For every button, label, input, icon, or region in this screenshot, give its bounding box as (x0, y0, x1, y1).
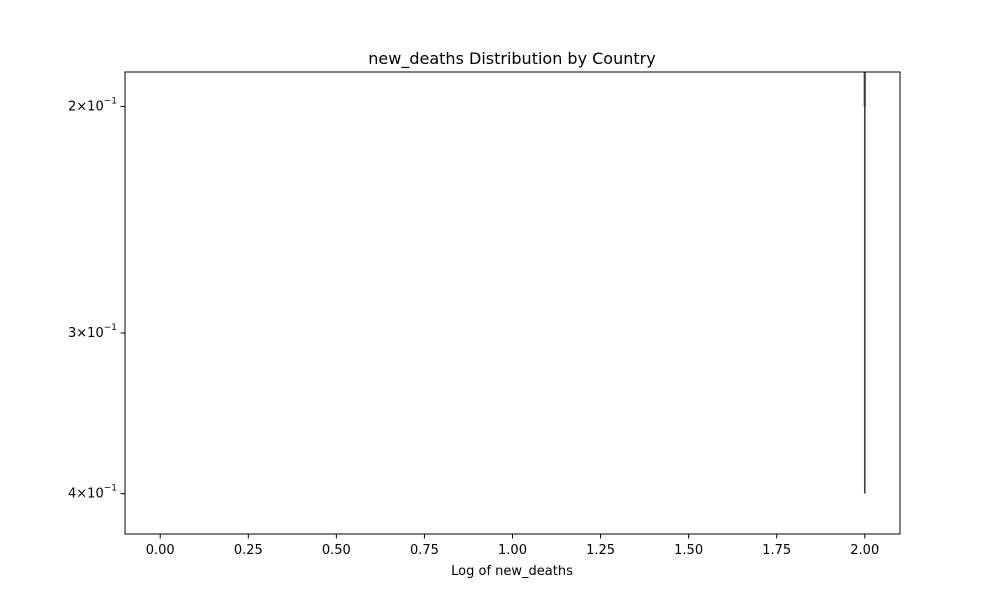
x-axis-ticks: 0.00 0.25 0.50 0.75 1.00 1.25 1.50 1.75 2.00 (146, 534, 879, 558)
y-tick-label: 3×10−1 (68, 323, 117, 341)
y-tick-mantissa: 4 (68, 487, 76, 502)
x-tick-label: 1.50 (674, 543, 703, 558)
y-tick-label: 4×10−1 (68, 484, 117, 502)
x-tick-label: 0.25 (234, 543, 263, 558)
x-tick-label: 1.25 (586, 543, 615, 558)
y-tick-mantissa: 3 (68, 326, 76, 341)
x-tick-label: 0.75 (410, 543, 439, 558)
y-tick-times: × (76, 100, 87, 115)
x-tick-label: 0.00 (146, 543, 175, 558)
y-tick-base: 10 (87, 487, 104, 502)
x-axis-label: Log of new_deaths (451, 564, 573, 579)
x-tick-label: 1.75 (762, 543, 791, 558)
y-tick-exponent: −1 (104, 484, 117, 494)
y-axis-ticks: 2×10−13×10−14×10−1 (68, 97, 125, 502)
y-tick-exponent: −1 (104, 323, 117, 333)
y-tick-base: 10 (87, 326, 104, 341)
x-tick-label: 0.50 (322, 543, 351, 558)
y-tick-mantissa: 2 (68, 100, 76, 115)
y-tick-exponent: −1 (104, 97, 117, 107)
y-tick-times: × (76, 487, 87, 502)
chart-title: new_deaths Distribution by Country (368, 49, 655, 69)
y-tick-times: × (76, 326, 87, 341)
x-tick-label: 1.00 (498, 543, 527, 558)
plot-frame (124, 71, 901, 535)
y-tick-label: 2×10−1 (68, 97, 117, 115)
y-tick-base: 10 (87, 100, 104, 115)
x-tick-label: 2.00 (850, 543, 879, 558)
